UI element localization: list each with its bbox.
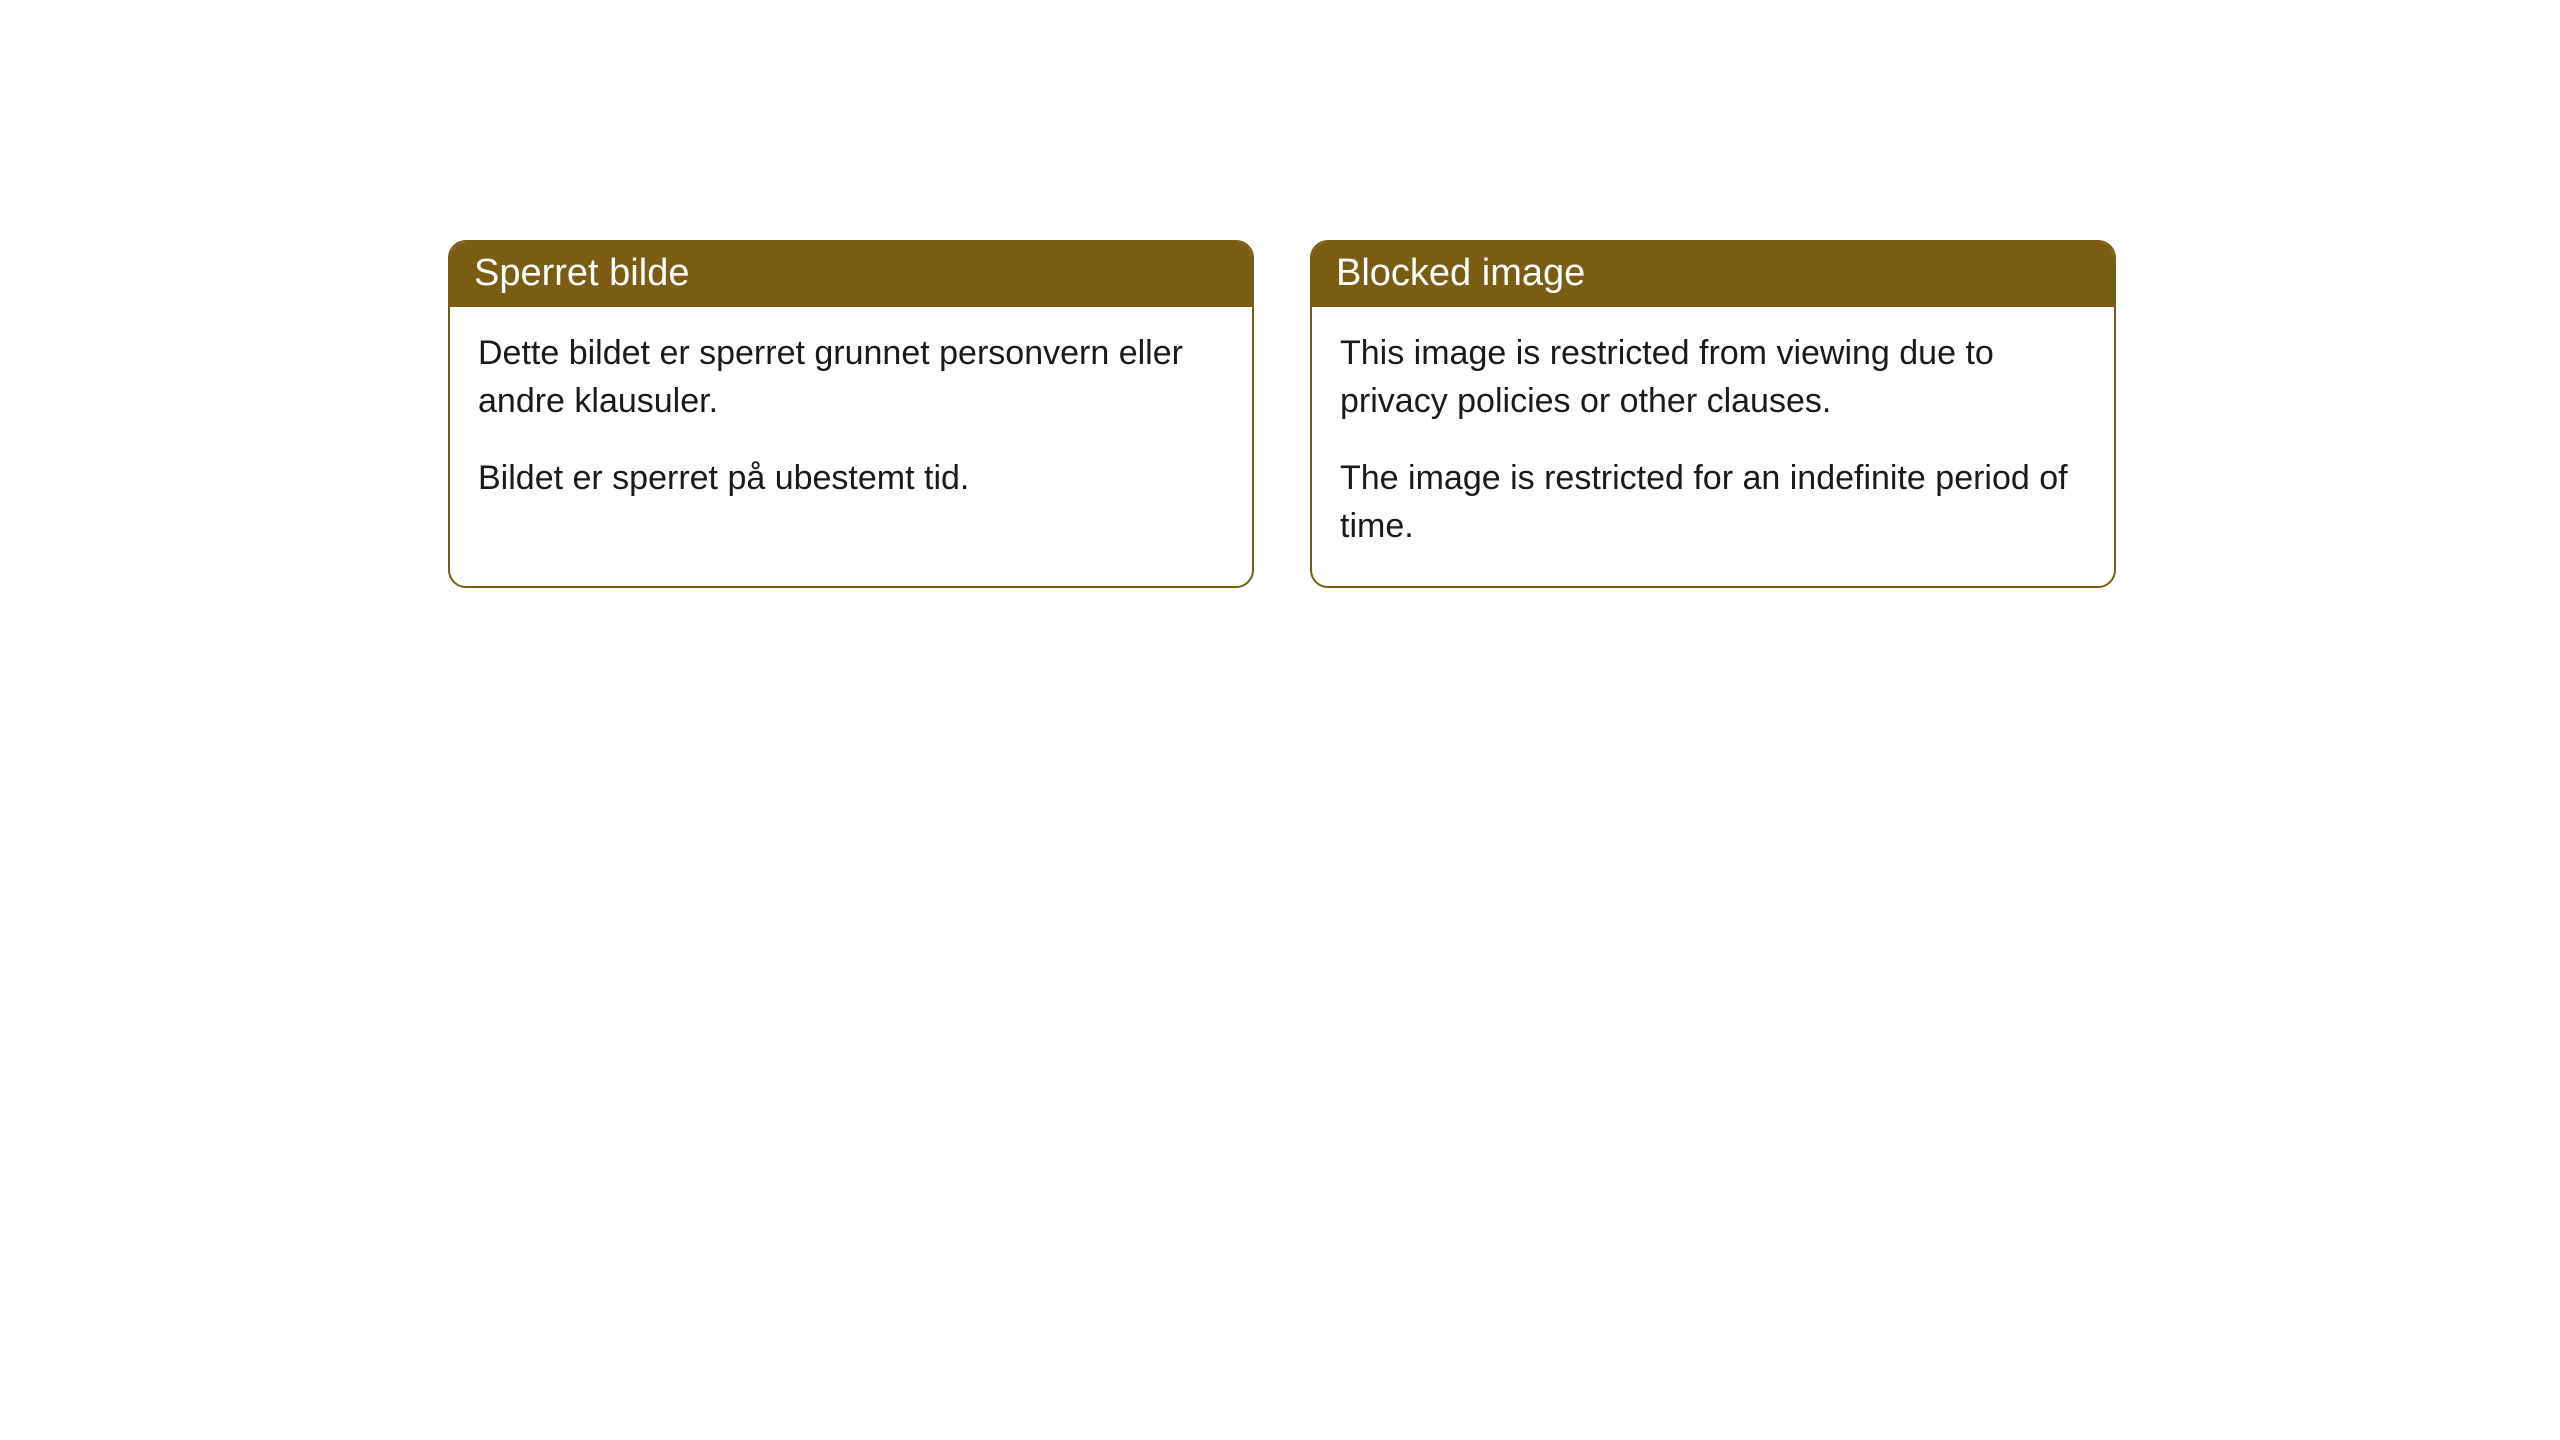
- card-header-norwegian: Sperret bilde: [450, 242, 1252, 307]
- card-body-english: This image is restricted from viewing du…: [1312, 307, 2114, 586]
- card-body-norwegian: Dette bildet er sperret grunnet personve…: [450, 307, 1252, 538]
- card-paragraph: Bildet er sperret på ubestemt tid.: [478, 454, 1224, 502]
- card-paragraph: Dette bildet er sperret grunnet personve…: [478, 329, 1224, 426]
- card-paragraph: This image is restricted from viewing du…: [1340, 329, 2086, 426]
- notice-card-norwegian: Sperret bilde Dette bildet er sperret gr…: [448, 240, 1254, 588]
- notice-card-english: Blocked image This image is restricted f…: [1310, 240, 2116, 588]
- card-paragraph: The image is restricted for an indefinit…: [1340, 454, 2086, 551]
- card-header-english: Blocked image: [1312, 242, 2114, 307]
- notice-cards-container: Sperret bilde Dette bildet er sperret gr…: [448, 240, 2116, 588]
